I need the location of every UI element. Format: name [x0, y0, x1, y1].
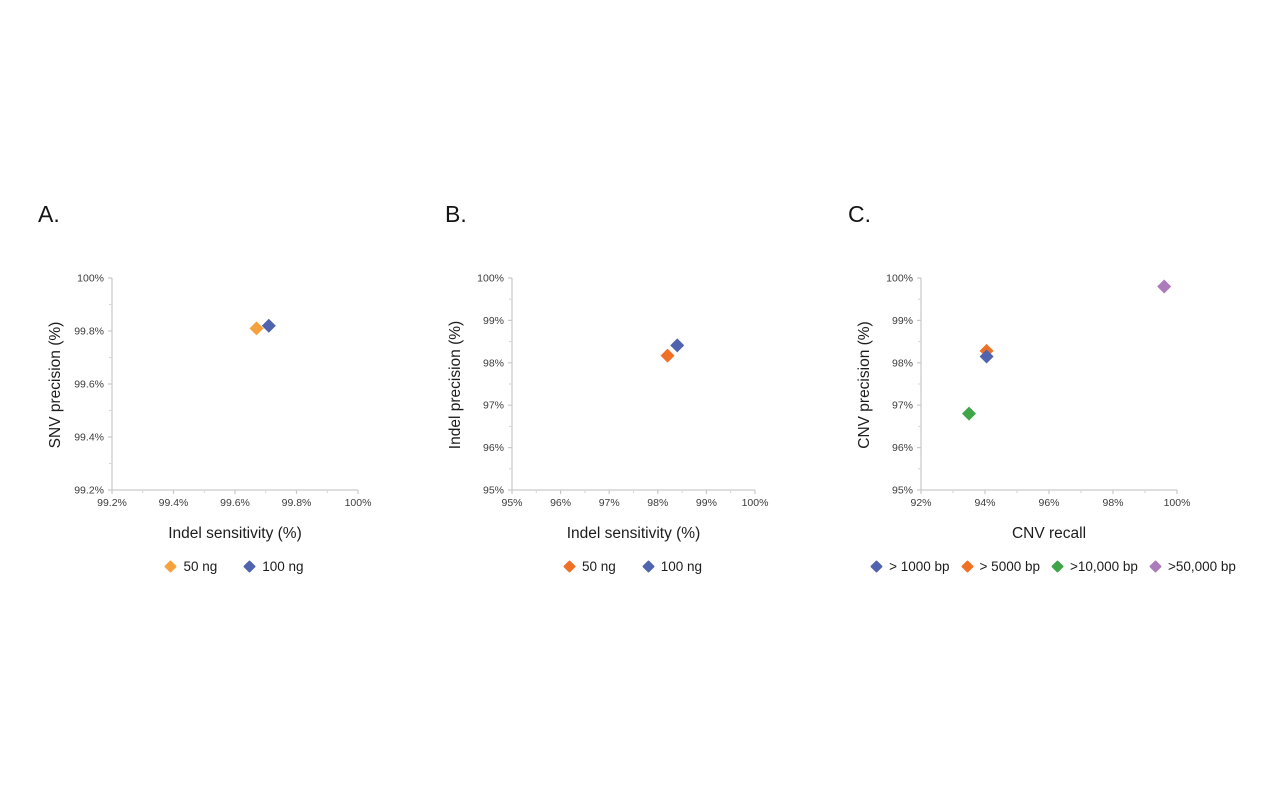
panel-a-letter: A.	[38, 201, 60, 227]
x-tick-label: 98%	[1102, 497, 1123, 509]
x-tick-label: 96%	[550, 497, 571, 509]
x-tick-label: 92%	[910, 497, 931, 509]
legend-item-50000bp: >50,000 bp	[1149, 558, 1236, 574]
diamond-swatch-icon	[243, 559, 257, 573]
legend-label: 50 ng	[183, 558, 218, 574]
x-tick-label: 95%	[501, 497, 522, 509]
panel-a-y-axis-title: SNV precision (%)	[47, 321, 64, 449]
legend-label: >50,000 bp	[1167, 558, 1236, 574]
y-tick-label: 95%	[483, 485, 504, 497]
y-tick-label: 99.6%	[74, 379, 104, 391]
panel-c: C. 92% 94% 96% 98% 100% 95% 96% 97% 98% 99% 100% C…	[840, 196, 1260, 596]
diamond-swatch-icon	[164, 559, 178, 573]
y-tick-label: 95%	[892, 485, 913, 497]
diamond-swatch-icon	[641, 559, 655, 573]
y-tick-label: 99.8%	[74, 326, 104, 338]
diamond-swatch-icon	[870, 559, 883, 573]
legend-item-50ng: 50 ng	[563, 558, 616, 574]
legend-item-5000bp: > 5000 bp	[960, 558, 1040, 574]
y-tick-label: 100%	[77, 273, 104, 285]
panel-c-x-axis-title: CNV recall	[1011, 525, 1087, 542]
x-tick-label: 99.4%	[159, 497, 189, 509]
panel-b-x-axis-title: Indel sensitivity (%)	[566, 525, 701, 542]
y-tick-label: 99.2%	[74, 485, 104, 497]
diamond-swatch-icon	[1051, 559, 1064, 573]
panel-b-legend: 50 ng 100 ng	[435, 556, 832, 576]
x-tick-label: 99.8%	[282, 497, 312, 509]
diamond-swatch-icon	[1149, 559, 1162, 573]
legend-label: 100 ng	[262, 558, 304, 574]
axis-line	[920, 278, 1177, 491]
panel-c-legend: > 1000 bp > 5000 bp >10,000 bp >50,000 b…	[849, 556, 1259, 576]
data-point-50-000-bp	[1157, 279, 1172, 294]
panel-a-scatter-plot: 99.2% 99.4% 99.6% 99.8% 100% 99.2% 99.4% 99.6% 9…	[74, 273, 372, 510]
legend-label: 100 ng	[660, 558, 703, 574]
legend-label: 50 ng	[581, 558, 616, 574]
diamond-swatch-icon	[960, 559, 974, 573]
data-point-10-000-bp	[962, 406, 976, 421]
x-tick-label: 96%	[1038, 497, 1059, 509]
panel-b-scatter-plot: 95% 96% 97% 98% 99% 100% 95% 96% 97% 98% 99% 100%	[477, 273, 769, 510]
x-tick-label: 100%	[345, 497, 372, 509]
x-tick-label: 98%	[647, 497, 668, 509]
x-tick-label: 99%	[696, 497, 717, 509]
panel-b-letter: B.	[445, 201, 467, 227]
data-point-50-ng	[249, 321, 264, 336]
y-tick-label: 99%	[483, 315, 504, 327]
legend-label: > 1000 bp	[889, 558, 950, 574]
y-tick-label: 96%	[483, 442, 504, 454]
panel-a-x-axis-title: Indel sensitivity (%)	[168, 525, 302, 542]
panel-c-letter: C.	[848, 201, 871, 227]
y-tick-label: 100%	[886, 273, 913, 285]
y-tick-label: 99.4%	[74, 432, 104, 444]
y-tick-label: 98%	[892, 357, 913, 369]
panel-b: B. 95% 96% 97% 98% 99% 100% 95% 96% 97% 98% 99% 100…	[435, 196, 807, 596]
axis-line	[111, 278, 358, 491]
y-tick-label: 100%	[477, 273, 504, 285]
legend-item-50ng: 50 ng	[164, 558, 218, 574]
y-tick-label: 97%	[483, 400, 504, 412]
y-tick-label: 96%	[892, 442, 913, 454]
panel-a: A. 99.2% 99.4% 99.6% 99.8% 100% 99.2% 99.4% 99.…	[30, 196, 435, 596]
legend-label: > 5000 bp	[979, 558, 1040, 574]
data-point-100-ng	[670, 338, 685, 353]
x-tick-label: 97%	[599, 497, 620, 509]
x-tick-label: 94%	[974, 497, 995, 509]
panel-a-legend: 50 ng 100 ng	[35, 556, 435, 576]
legend-item-100ng: 100 ng	[243, 558, 304, 574]
x-tick-label: 99.6%	[220, 497, 250, 509]
x-tick-label: 100%	[742, 497, 769, 509]
legend-item-10000bp: >10,000 bp	[1051, 558, 1138, 574]
x-tick-label: 100%	[1164, 497, 1191, 509]
panel-c-scatter-plot: 92% 94% 96% 98% 100% 95% 96% 97% 98% 99% 100%	[886, 273, 1191, 510]
x-tick-label: 99.2%	[97, 497, 127, 509]
panel-b-y-axis-title: Indel precision (%)	[447, 320, 464, 450]
legend-item-100ng: 100 ng	[641, 558, 703, 574]
legend-label: >10,000 bp	[1069, 558, 1138, 574]
data-point-1000-bp	[979, 349, 994, 364]
y-tick-label: 99%	[892, 315, 913, 327]
data-point-100-ng	[261, 318, 276, 333]
panel-c-y-axis-title: CNV precision (%)	[856, 321, 873, 449]
diamond-swatch-icon	[563, 559, 576, 573]
y-tick-label: 98%	[483, 357, 504, 369]
axis-line	[511, 278, 755, 491]
y-tick-label: 97%	[892, 400, 913, 412]
legend-item-1000bp: > 1000 bp	[870, 558, 950, 574]
data-point-50-ng	[660, 348, 675, 363]
